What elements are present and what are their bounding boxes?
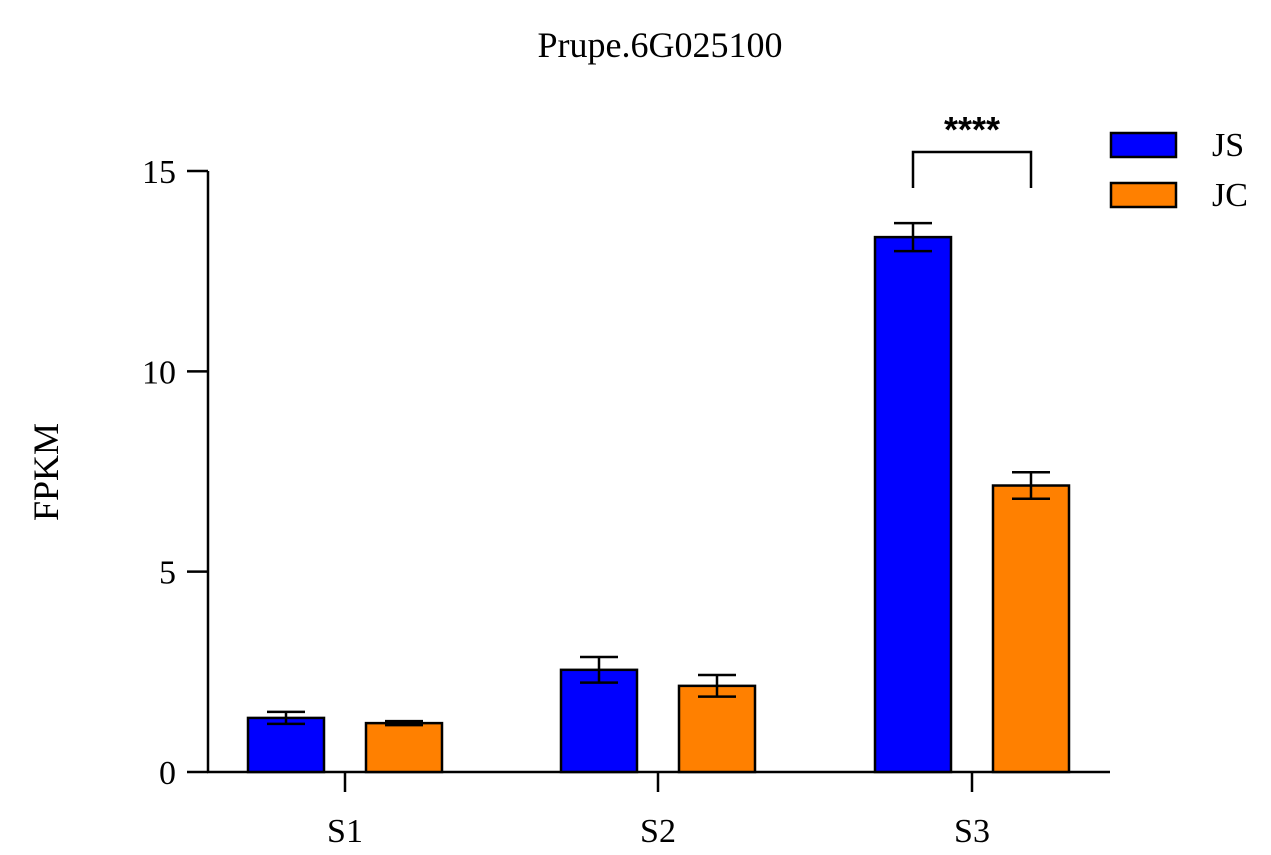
- y-axis-label: FPKM: [26, 423, 66, 521]
- significance-stars: ****: [944, 109, 1000, 150]
- x-tick-label: S3: [954, 813, 990, 850]
- legend-swatch-js: [1109, 131, 1178, 159]
- y-tick-label: 10: [142, 354, 176, 391]
- legend-label-js: JS: [1212, 127, 1244, 164]
- y-tick-label: 5: [159, 555, 176, 592]
- x-axis-ticks: S1 S2 S3: [327, 772, 990, 850]
- significance-annotations: ****: [911, 109, 1033, 188]
- x-tick-label: S2: [640, 813, 676, 850]
- y-tick-label: 0: [159, 755, 176, 792]
- y-tick-label: 15: [142, 154, 176, 191]
- chart-title: Prupe.6G025100: [538, 25, 783, 65]
- error-bar: [385, 719, 423, 727]
- bar-jc-s1: [364, 721, 444, 774]
- bar-js-s2: [559, 668, 639, 774]
- legend-swatch-jc: [1109, 181, 1178, 209]
- legend: JS JC: [1109, 127, 1248, 214]
- bar-jc-s3: [991, 484, 1071, 774]
- error-bar: [267, 710, 305, 726]
- legend-label-jc: JC: [1212, 177, 1248, 214]
- error-bar: [894, 221, 932, 253]
- bars-group: [246, 221, 1071, 774]
- significance-bracket: [911, 150, 1033, 188]
- error-bar: [1012, 471, 1050, 500]
- bar-js-s3: [873, 235, 953, 774]
- x-tick-label: S1: [327, 813, 363, 850]
- error-bar: [698, 673, 736, 698]
- bar-jc-s2: [677, 684, 757, 774]
- y-axis-ticks: 0 5 10 15: [142, 154, 208, 792]
- error-bar: [580, 655, 618, 684]
- bar-js-s1: [246, 716, 326, 774]
